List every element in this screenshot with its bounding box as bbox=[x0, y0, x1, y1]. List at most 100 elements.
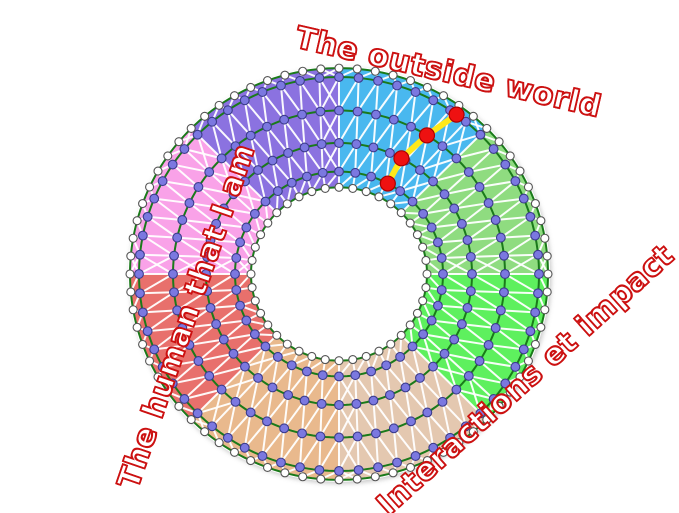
mesh-node bbox=[353, 465, 364, 475]
mesh-link bbox=[430, 319, 463, 326]
mesh-node bbox=[412, 308, 422, 318]
mesh-link bbox=[504, 273, 540, 295]
mesh-link bbox=[141, 309, 179, 314]
mesh-link bbox=[430, 222, 463, 229]
mesh-node bbox=[536, 216, 546, 226]
mesh-link bbox=[220, 157, 235, 196]
mesh-link bbox=[197, 352, 235, 362]
mesh-node bbox=[260, 196, 271, 207]
mesh-node bbox=[373, 462, 383, 473]
mesh-node bbox=[334, 466, 344, 476]
mesh-link bbox=[176, 290, 209, 312]
mesh-node bbox=[126, 251, 136, 261]
mesh-node bbox=[536, 322, 546, 332]
mesh-node bbox=[167, 378, 178, 389]
mesh-node bbox=[505, 151, 515, 161]
mesh-node bbox=[348, 355, 358, 365]
mesh-link bbox=[249, 134, 260, 172]
mesh-node bbox=[499, 287, 509, 298]
mesh-link bbox=[499, 309, 532, 333]
mesh-link bbox=[411, 345, 421, 379]
mesh-node bbox=[543, 269, 553, 279]
mesh-node bbox=[386, 199, 396, 209]
mesh-node bbox=[184, 339, 195, 350]
mesh-node bbox=[307, 351, 317, 361]
mesh-link bbox=[443, 352, 481, 362]
mesh-node bbox=[200, 427, 210, 437]
mesh-link bbox=[146, 309, 179, 333]
mesh-node bbox=[169, 250, 179, 261]
mesh-link bbox=[469, 290, 502, 312]
mesh-node bbox=[145, 356, 155, 366]
mesh-node bbox=[241, 315, 252, 326]
mesh-node bbox=[262, 76, 273, 86]
mesh-link bbox=[161, 180, 191, 205]
mesh-node bbox=[454, 438, 464, 448]
mesh-node bbox=[163, 151, 173, 161]
mesh-link bbox=[392, 84, 399, 121]
mesh-node bbox=[366, 366, 377, 377]
mesh-node bbox=[462, 302, 473, 313]
mesh-link bbox=[318, 435, 322, 472]
mesh-node bbox=[283, 148, 294, 158]
mesh-node bbox=[488, 394, 499, 404]
mesh-link bbox=[146, 215, 179, 239]
mesh-node bbox=[126, 287, 136, 297]
mesh-node bbox=[437, 396, 448, 407]
mesh-node bbox=[192, 408, 203, 419]
mesh-node bbox=[384, 390, 395, 400]
mesh-node bbox=[436, 285, 447, 295]
mesh-node bbox=[510, 176, 521, 187]
mesh-node bbox=[475, 408, 486, 419]
mesh-link bbox=[171, 359, 200, 385]
mesh-node bbox=[241, 222, 252, 233]
mesh-link bbox=[502, 291, 540, 295]
mesh-node bbox=[405, 320, 415, 330]
mesh-node bbox=[352, 474, 362, 484]
mesh-node bbox=[256, 308, 266, 318]
mesh-node bbox=[286, 177, 297, 188]
mesh-node bbox=[275, 80, 286, 91]
mesh-node bbox=[202, 251, 213, 262]
mesh-link bbox=[176, 236, 209, 258]
mesh-node bbox=[263, 218, 273, 228]
mesh-link bbox=[443, 352, 458, 391]
mesh-node bbox=[436, 253, 447, 263]
mesh-link bbox=[466, 236, 502, 242]
mesh-node bbox=[132, 216, 142, 226]
mesh-link bbox=[287, 151, 308, 178]
mesh-link bbox=[404, 386, 429, 414]
mesh-link bbox=[436, 304, 463, 326]
mesh-node bbox=[247, 255, 257, 265]
mesh-node bbox=[406, 416, 416, 427]
mesh-node bbox=[334, 138, 344, 148]
mesh-link bbox=[222, 333, 256, 341]
mesh-link bbox=[215, 222, 248, 229]
mesh-node bbox=[438, 91, 449, 101]
mesh-node bbox=[395, 351, 406, 362]
mesh-node bbox=[267, 155, 278, 166]
mesh-link bbox=[356, 435, 380, 469]
mesh-link bbox=[176, 306, 212, 312]
mesh-link bbox=[466, 306, 502, 312]
mesh-link bbox=[188, 202, 225, 210]
mesh-link bbox=[265, 125, 290, 154]
mesh-node bbox=[350, 370, 361, 381]
mesh-link bbox=[338, 110, 359, 144]
mesh-node bbox=[388, 70, 398, 80]
mesh-link bbox=[478, 359, 517, 368]
mesh-link bbox=[279, 432, 304, 464]
mesh-node bbox=[125, 269, 135, 279]
mesh-link bbox=[487, 343, 517, 368]
mesh-node bbox=[205, 235, 216, 246]
mesh-link bbox=[494, 215, 532, 221]
mesh-node bbox=[239, 442, 250, 453]
mesh-node bbox=[250, 242, 260, 252]
mesh-link bbox=[441, 120, 467, 148]
mesh-link bbox=[211, 120, 237, 148]
mesh-link bbox=[153, 343, 191, 351]
mesh-node bbox=[263, 320, 273, 330]
mesh-node bbox=[201, 269, 211, 279]
mesh-link bbox=[183, 148, 211, 174]
mesh-link bbox=[138, 253, 174, 275]
